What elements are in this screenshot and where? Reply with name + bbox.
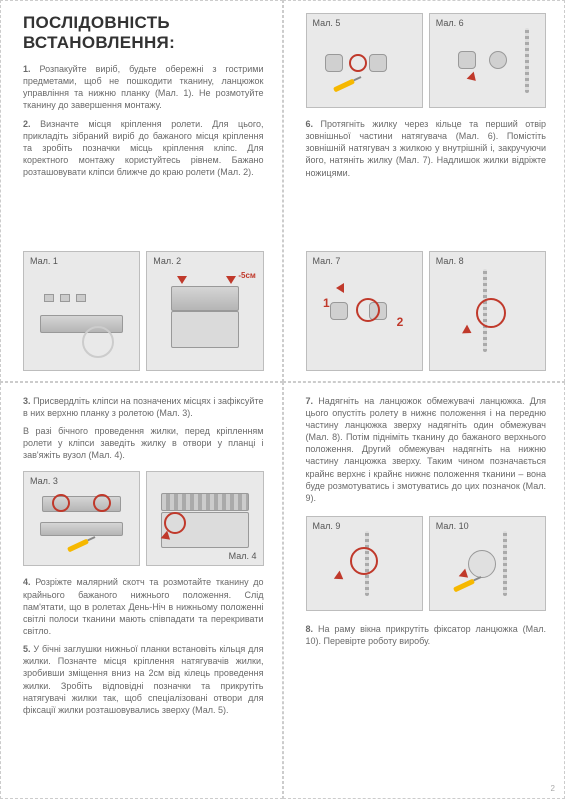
figs-row-4: Мал. 3 Мал. 4 [23,471,264,566]
step-5: 5. У бічні заглушки нижньої планки встан… [23,643,264,716]
fig-3: Мал. 3 [23,471,140,566]
cell-bottom-right: 7. Надягніть на ланцюжок обмежувачі ланц… [283,382,565,799]
fig-4: Мал. 4 [146,471,263,566]
step-1: 1. Розпакуйте виріб, будьте обережні з г… [23,63,264,112]
cell-top-right: Мал. 5 Мал. 6 6. Протягні [283,0,565,382]
fig-8: Мал. 8 [429,251,546,371]
figs-row-3: Мал. 7 1 2 Мал. 8 [306,251,547,371]
step-6: 6. Протягніть жилку через кільце та перш… [306,118,547,179]
figs-row-5: Мал. 9 Мал. 10 [306,516,547,611]
step-2: 2. Визначте місця кріплення ролети. Для … [23,118,264,179]
main-title: ПОСЛІДОВНІСТЬ ВСТАНОВЛЕННЯ: [23,13,264,53]
fig-9: Мал. 9 [306,516,423,611]
step-3b: В разі бічного проведення жилки, перед к… [23,425,264,461]
figs-row-2: Мал. 5 Мал. 6 [306,13,547,108]
figs-row-1: Мал. 1 Мал. 2 -5см [23,251,264,371]
page-number: 2 [551,784,555,793]
fig-7: Мал. 7 1 2 [306,251,423,371]
fig-6: Мал. 6 [429,13,546,108]
fig-5: Мал. 5 [306,13,423,108]
step-8: 8. На раму вікна прикрутіть фіксатор лан… [306,623,547,647]
fig-1: Мал. 1 [23,251,140,371]
step-4: 4. Розріжте малярний скотч та розмотайте… [23,576,264,637]
cell-top-left: ПОСЛІДОВНІСТЬ ВСТАНОВЛЕННЯ: 1. Розпакуйт… [0,0,283,382]
fig-10: Мал. 10 [429,516,546,611]
step-3: 3. Присвердліть кліпси на позначених міс… [23,395,264,419]
cell-bottom-left: 3. Присвердліть кліпси на позначених міс… [0,382,283,799]
fig-2: Мал. 2 -5см [146,251,263,371]
step-7: 7. Надягніть на ланцюжок обмежувачі ланц… [306,395,547,504]
